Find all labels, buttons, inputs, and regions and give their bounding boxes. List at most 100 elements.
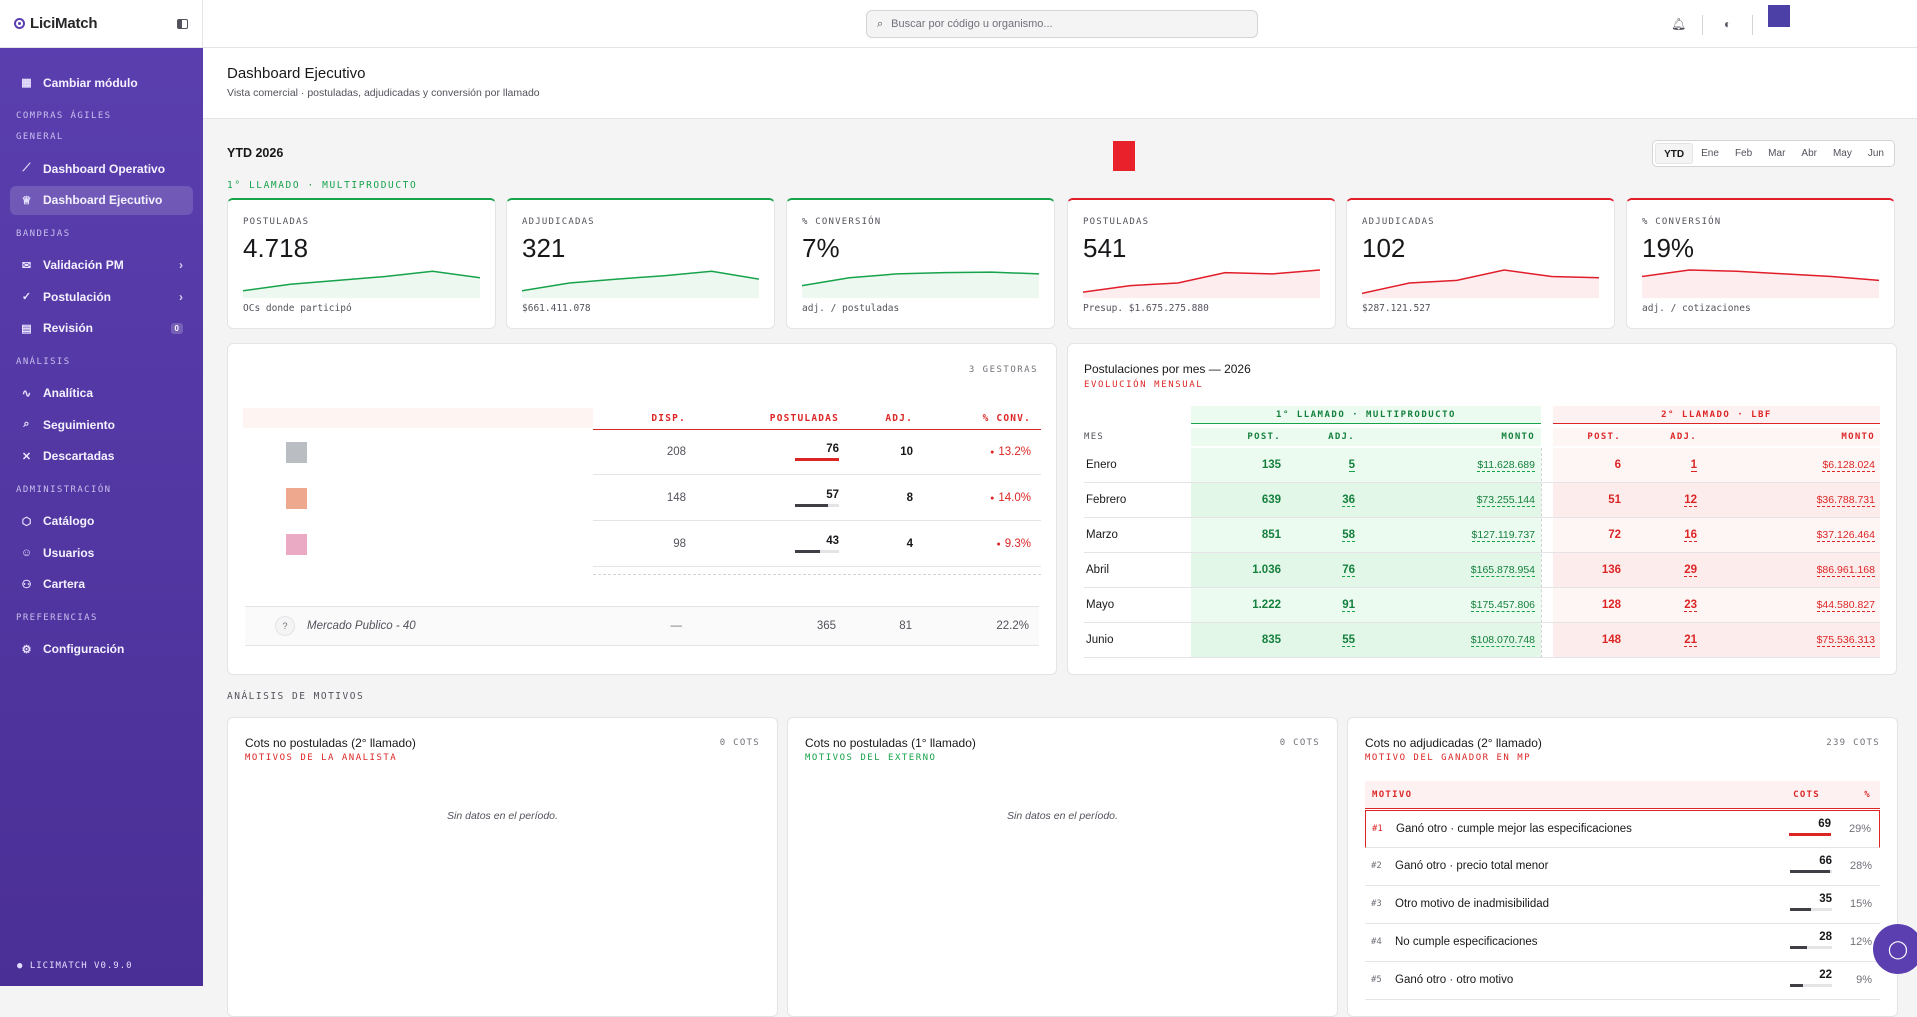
period-filter-4[interactable]: Abr bbox=[1793, 143, 1825, 164]
month-monto1[interactable]: $165.878.954 bbox=[1355, 553, 1535, 587]
app-version-label: LICIMATCH V0.9.0 bbox=[30, 961, 133, 971]
gestoras-count: 3 GESTORAS bbox=[969, 365, 1038, 375]
sidebar-item-catalogo[interactable]: ⬡Catálogo bbox=[10, 507, 193, 536]
month-adj2-value: 21 bbox=[1684, 634, 1697, 647]
month-adj2[interactable]: 16 bbox=[1621, 518, 1697, 552]
motivos-table-header: MOTIVO COTS % bbox=[1365, 781, 1880, 809]
month-adj2[interactable]: 12 bbox=[1621, 483, 1697, 517]
brand-bar: LiciMatch bbox=[0, 0, 203, 48]
month-monto2[interactable]: $36.788.731 bbox=[1697, 483, 1875, 517]
month-adj1[interactable]: 76 bbox=[1281, 553, 1355, 587]
month-adj1[interactable]: 36 bbox=[1281, 483, 1355, 517]
sidebar-item-label: Dashboard Ejecutivo bbox=[43, 193, 162, 207]
sidebar-toggle-icon[interactable] bbox=[177, 19, 188, 29]
bell-icon[interactable]: 🔔︎ bbox=[1671, 17, 1686, 31]
motivo-cots: 28 bbox=[1790, 931, 1832, 949]
chat-button[interactable]: ◯ bbox=[1873, 924, 1917, 974]
kpi-value: 4.718 bbox=[243, 233, 480, 264]
month-monto1[interactable]: $127.119.737 bbox=[1355, 518, 1535, 552]
period-filter-3[interactable]: Mar bbox=[1760, 143, 1793, 164]
theme-toggle-icon[interactable]: ◐ bbox=[1724, 17, 1731, 31]
month-monto1[interactable]: $108.070.748 bbox=[1355, 623, 1535, 657]
sidebar-item-configuracion[interactable]: ⚙Configuración bbox=[10, 635, 193, 664]
month-monto1[interactable]: $11.628.689 bbox=[1355, 448, 1535, 482]
sidebar-item-label: Descartadas bbox=[43, 449, 114, 463]
sidebar-item-postulacion[interactable]: ✓Postulación› bbox=[10, 282, 193, 311]
users-icon: ⚇ bbox=[20, 578, 33, 591]
month-monto2[interactable]: $37.126.464 bbox=[1697, 518, 1875, 552]
group-llamado2: 2° LLAMADO · LBF bbox=[1553, 406, 1880, 424]
month-monto2[interactable]: $86.961.168 bbox=[1697, 553, 1875, 587]
month-adj1[interactable]: 91 bbox=[1281, 588, 1355, 622]
sidebar-item-cambiar-modulo[interactable]: ▦Cambiar módulo bbox=[10, 68, 193, 97]
page-subtitle: Vista comercial · postuladas, adjudicada… bbox=[227, 87, 1893, 99]
month-monto2[interactable]: $6.128.024 bbox=[1697, 448, 1875, 482]
gestoras-head-left bbox=[243, 408, 593, 428]
kpi-label: ADJUDICADAS bbox=[522, 217, 759, 227]
motivo-pct: 9% bbox=[1856, 974, 1872, 986]
month-monto1[interactable]: $175.457.806 bbox=[1355, 588, 1535, 622]
period-filter-6[interactable]: Jun bbox=[1860, 143, 1892, 164]
kpi-sparkline bbox=[1083, 268, 1320, 298]
sidebar-item-cartera[interactable]: ⚇Cartera bbox=[10, 570, 193, 599]
month-adj1[interactable]: 58 bbox=[1281, 518, 1355, 552]
motivo-rank: #5 bbox=[1371, 975, 1382, 985]
sidebar-item-label: Dashboard Operativo bbox=[43, 162, 165, 176]
period-filter-1[interactable]: Ene bbox=[1693, 143, 1727, 164]
month-adj2[interactable]: 29 bbox=[1621, 553, 1697, 587]
month-adj2-value: 29 bbox=[1684, 564, 1697, 577]
col-monto1: MONTO bbox=[1355, 428, 1535, 446]
gestora-row[interactable]: 14857814.0% bbox=[593, 476, 1041, 521]
col-post2: POST. bbox=[1553, 428, 1621, 446]
month-adj2-value: 23 bbox=[1684, 599, 1697, 612]
month-post2: 148 bbox=[1553, 623, 1621, 657]
gestora-avatar bbox=[286, 534, 307, 555]
month-adj1[interactable]: 5 bbox=[1281, 448, 1355, 482]
sidebar-item-dashboard-operativo[interactable]: ⟋Dashboard Operativo bbox=[10, 154, 193, 183]
mercado-publico-row[interactable]: ? Mercado Publico - 40 — 365 81 22.2% bbox=[245, 606, 1039, 646]
activity-icon: ∿ bbox=[20, 387, 33, 400]
gestora-row[interactable]: 208761013.2% bbox=[593, 430, 1041, 475]
search-input[interactable]: ⌕ Buscar por código u organismo... bbox=[866, 10, 1258, 38]
motivo-rank: #1 bbox=[1372, 824, 1383, 834]
gestora-postuladas: 76 bbox=[795, 443, 839, 461]
period-filter-5[interactable]: May bbox=[1825, 143, 1860, 164]
month-adj1-value: 36 bbox=[1342, 494, 1355, 507]
sidebar-item-dashboard-ejecutivo[interactable]: ♕Dashboard Ejecutivo bbox=[10, 186, 193, 215]
inbox-icon: ✉ bbox=[20, 259, 33, 272]
period-filter-2[interactable]: Feb bbox=[1727, 143, 1760, 164]
month-adj2[interactable]: 1 bbox=[1621, 448, 1697, 482]
gestora-row[interactable]: 984349.3% bbox=[593, 522, 1041, 567]
month-adj1[interactable]: 55 bbox=[1281, 623, 1355, 657]
revision-count-badge: 0 bbox=[171, 323, 183, 334]
mercado-adj: 81 bbox=[899, 620, 912, 632]
motivo-pct: 29% bbox=[1849, 823, 1871, 835]
sidebar-item-analitica[interactable]: ∿Analítica bbox=[10, 379, 193, 408]
avatar[interactable] bbox=[1768, 5, 1790, 27]
month-adj2[interactable]: 21 bbox=[1621, 623, 1697, 657]
sidebar-item-usuarios[interactable]: ☺Usuarios bbox=[10, 538, 193, 567]
brand-name: LiciMatch bbox=[30, 15, 97, 32]
month-monto1[interactable]: $73.255.144 bbox=[1355, 483, 1535, 517]
motivos-card-externo: Cots no postuladas (1° llamado) MOTIVOS … bbox=[787, 717, 1338, 1017]
month-post1: 639 bbox=[1191, 483, 1281, 517]
period-filter-0[interactable]: YTD bbox=[1655, 143, 1693, 164]
month-monto2[interactable]: $75.536.313 bbox=[1697, 623, 1875, 657]
sidebar-item-validacion[interactable]: ✉Validación PM› bbox=[10, 251, 193, 280]
month-monto1-value: $165.878.954 bbox=[1471, 564, 1535, 577]
sparkline-area bbox=[1362, 270, 1599, 298]
month-adj2[interactable]: 23 bbox=[1621, 588, 1697, 622]
sidebar-item-seguimiento[interactable]: ⌕Seguimiento bbox=[10, 410, 193, 439]
sidebar-item-descartadas[interactable]: ✕Descartadas bbox=[10, 442, 193, 471]
sidebar-item-label: Seguimiento bbox=[43, 418, 115, 432]
card-count: 0 COTS bbox=[720, 738, 760, 748]
month-monto2[interactable]: $44.580.827 bbox=[1697, 588, 1875, 622]
